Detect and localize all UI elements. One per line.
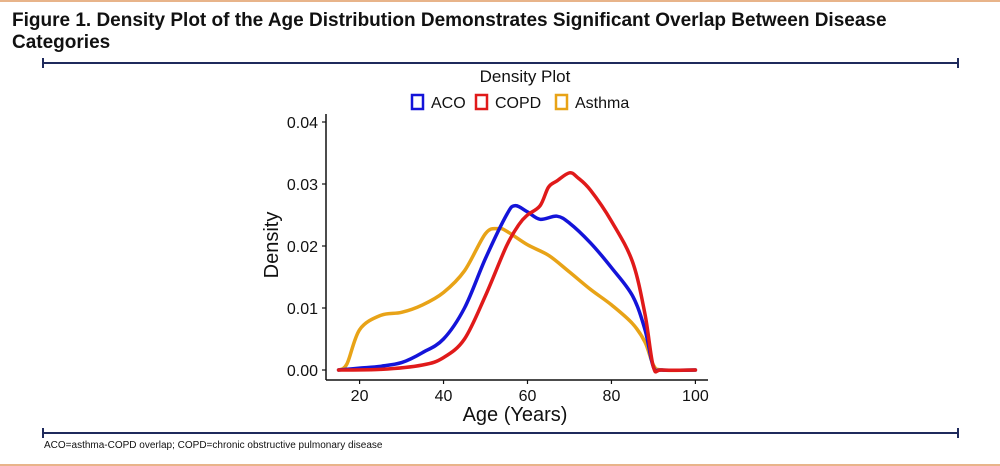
y-tick-label: 0.03 [287,177,318,194]
x-tick-label: 40 [435,388,453,405]
footnote: ACO=asthma-COPD overlap; COPD=chronic ob… [44,440,383,451]
y-axis: 0.00 0.01 0.02 0.03 0.04 [287,114,327,380]
legend-swatch-asthma [554,93,569,111]
x-axis-label: Age (Years) [463,404,568,426]
legend-swatch-copd [474,93,489,111]
x-tick-label: 100 [682,388,709,405]
y-tick-label: 0.01 [287,301,318,318]
series-line-copd [336,171,698,374]
plot-lines [336,171,698,374]
legend: ACO COPD Asthma [410,93,629,112]
y-axis-label: Density [261,212,283,279]
x-tick-label: 20 [351,388,369,405]
bottom-border [0,464,1000,466]
bottom-rule [42,428,959,438]
series-line-asthma [336,226,698,373]
legend-swatch-aco [410,93,425,111]
top-rule [42,58,959,68]
series-line-aco [336,203,698,373]
x-axis: 20 40 60 80 100 [326,379,709,405]
top-border [0,0,1000,2]
legend-label-aco: ACO [431,95,466,112]
y-tick-label: 0.00 [287,363,318,380]
y-tick-label: 0.04 [287,115,318,132]
legend-label-copd: COPD [495,95,541,112]
chart-title: Density Plot [480,67,571,86]
legend-label-asthma: Asthma [575,95,629,112]
x-tick-label: 80 [603,388,621,405]
y-tick-label: 0.02 [287,239,318,256]
figure-title: Figure 1. Density Plot of the Age Distri… [12,10,887,53]
x-tick-label: 60 [519,388,537,405]
